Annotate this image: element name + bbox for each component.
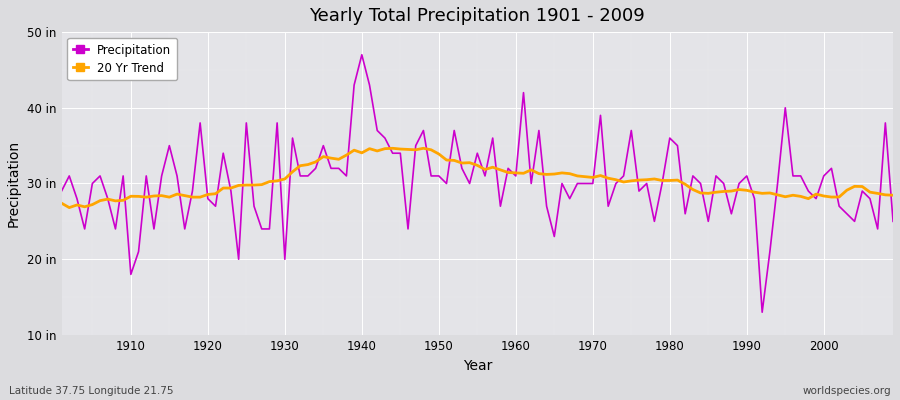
Text: Latitude 37.75 Longitude 21.75: Latitude 37.75 Longitude 21.75 [9,386,174,396]
X-axis label: Year: Year [463,359,492,373]
Title: Yearly Total Precipitation 1901 - 2009: Yearly Total Precipitation 1901 - 2009 [310,7,645,25]
Legend: Precipitation, 20 Yr Trend: Precipitation, 20 Yr Trend [68,38,177,80]
Y-axis label: Precipitation: Precipitation [7,140,21,227]
Text: worldspecies.org: worldspecies.org [803,386,891,396]
